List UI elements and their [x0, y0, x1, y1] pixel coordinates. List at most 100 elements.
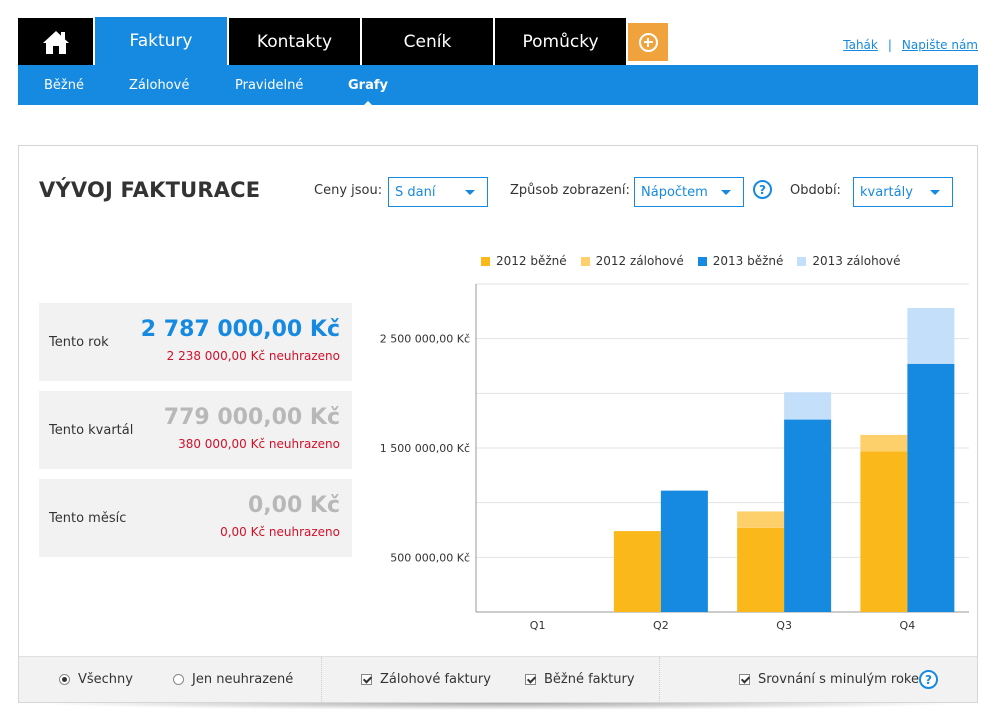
main-nav: Faktury Kontakty Ceník Pomůcky [18, 17, 670, 65]
filter-advance[interactable]: Zálohové faktury [361, 672, 491, 687]
legend-item: 2013 zálohové [797, 254, 901, 268]
contact-link[interactable]: Napište nám [901, 38, 978, 52]
legend-label: 2012 zálohové [595, 254, 684, 268]
plus-circle-icon [638, 32, 658, 52]
radio-unselected[interactable] [173, 674, 184, 685]
filter-all[interactable]: Všechny [59, 672, 133, 687]
divider [321, 657, 322, 703]
stat-year-unpaid: 2 238 000,00 Kč neuhrazeno [166, 349, 340, 363]
home-tab[interactable] [18, 18, 93, 65]
bar [907, 363, 955, 612]
y-tick-label: 2 500 000,00 Kč [380, 333, 470, 346]
x-tick-label: Q2 [653, 619, 669, 632]
legend-swatch [481, 256, 490, 266]
prices-select-value: S daní [395, 184, 436, 200]
period-select[interactable]: kvartály [853, 177, 953, 207]
legend-label: 2012 běžné [496, 254, 567, 268]
bar [660, 490, 708, 612]
checkbox-checked[interactable] [739, 674, 750, 685]
display-label: Způsob zobrazení: [510, 183, 630, 198]
legend-item: 2012 běžné [481, 254, 567, 268]
panel-shadow [30, 703, 970, 710]
stat-month-value: 0,00 Kč [247, 493, 340, 518]
tab-kontakty[interactable]: Kontakty [229, 18, 360, 65]
filter-advance-label: Zálohové faktury [380, 672, 491, 687]
divider [659, 657, 660, 703]
sub-nav: Běžné Zálohové Pravidelné Grafy [18, 65, 978, 107]
tab-cenik-label: Ceník [403, 31, 452, 52]
add-button[interactable] [628, 23, 668, 61]
home-icon [42, 30, 69, 54]
chevron-down-icon [930, 190, 940, 195]
subnav-bezne[interactable]: Běžné [44, 78, 84, 93]
prices-select[interactable]: S daní [388, 177, 488, 207]
legend-label: 2013 běžné [712, 254, 784, 268]
prices-label: Ceny jsou: [314, 183, 383, 198]
stat-year-value: 2 787 000,00 Kč [140, 317, 340, 342]
y-tick-label: 1 500 000,00 Kč [380, 442, 470, 455]
stat-year: Tento rok 2 787 000,00 Kč 2 238 000,00 K… [39, 303, 352, 381]
period-label: Období: [790, 183, 841, 198]
bar [784, 392, 832, 420]
bar [860, 434, 908, 452]
checkbox-checked[interactable] [525, 674, 536, 685]
filter-all-label: Všechny [78, 672, 133, 687]
legend-swatch [580, 256, 590, 266]
bar [784, 419, 832, 612]
filter-bar: Všechny Jen neuhrazené Zálohové faktury … [19, 656, 977, 703]
filter-unpaid[interactable]: Jen neuhrazené [173, 672, 293, 687]
y-tick-label: 500 000,00 Kč [390, 551, 470, 564]
page-title: VÝVOJ FAKTURACE [39, 178, 261, 202]
stat-year-label: Tento rok [49, 335, 109, 350]
tab-kontakty-label: Kontakty [256, 31, 333, 52]
x-tick-label: Q1 [530, 619, 546, 632]
tab-pomucky-label: Pomůcky [522, 31, 599, 52]
stat-month-label: Tento měsíc [49, 511, 127, 526]
filter-unpaid-label: Jen neuhrazené [192, 672, 294, 687]
legend-swatch [697, 256, 707, 266]
tahak-link[interactable]: Tahák [843, 38, 878, 52]
stat-month-unpaid: 0,00 Kč neuhrazeno [220, 525, 340, 539]
bar [737, 511, 785, 528]
subnav-zalohove[interactable]: Zálohové [129, 78, 190, 93]
checkbox-checked[interactable] [361, 674, 372, 685]
chart-legend: 2012 běžné 2012 zálohové 2013 běžné 2013… [481, 254, 901, 268]
display-select[interactable]: Nápočtem [634, 177, 744, 207]
legend-item: 2012 zálohové [580, 254, 684, 268]
subnav-grafy[interactable]: Grafy [348, 78, 388, 107]
x-tick-label: Q4 [900, 619, 916, 632]
tab-pomucky[interactable]: Pomůcky [495, 18, 626, 65]
stat-quarter-label: Tento kvartál [49, 423, 134, 438]
main-panel: VÝVOJ FAKTURACE Ceny jsou: S daní Způsob… [18, 145, 978, 703]
tab-cenik[interactable]: Ceník [362, 18, 493, 65]
help-icon[interactable]: ? [919, 670, 938, 689]
stat-quarter-value: 779 000,00 Kč [163, 405, 340, 430]
chevron-down-icon [721, 190, 731, 195]
legend-item: 2013 běžné [697, 254, 784, 268]
bar [613, 531, 661, 612]
link-separator: | [887, 38, 892, 52]
period-select-value: kvartály [860, 184, 913, 200]
legend-label: 2013 zálohové [812, 254, 901, 268]
tab-faktury[interactable]: Faktury [95, 17, 227, 65]
tab-faktury-label: Faktury [129, 31, 193, 51]
x-tick-label: Q3 [776, 619, 792, 632]
radio-selected[interactable] [59, 674, 70, 685]
chevron-down-icon [465, 190, 475, 195]
display-select-value: Nápočtem [641, 184, 708, 200]
bar [907, 308, 955, 364]
stat-quarter-unpaid: 380 000,00 Kč neuhrazeno [178, 437, 340, 451]
filter-regular-label: Běžné faktury [544, 672, 635, 687]
filter-compare[interactable]: Srovnání s minulým rokem [739, 672, 932, 687]
top-links: Tahák | Napište nám [843, 38, 978, 52]
subnav-pravidelne[interactable]: Pravidelné [235, 78, 304, 93]
stat-quarter: Tento kvartál 779 000,00 Kč 380 000,00 K… [39, 391, 352, 469]
invoice-chart: 500 000,00 Kč 1 500 000,00 Kč 2 500 000,00… [380, 283, 969, 632]
legend-swatch [797, 256, 807, 266]
bar [860, 451, 908, 612]
bar [737, 527, 785, 612]
stat-month: Tento měsíc 0,00 Kč 0,00 Kč neuhrazeno [39, 479, 352, 557]
help-icon[interactable]: ? [753, 180, 772, 199]
filter-regular[interactable]: Běžné faktury [525, 672, 635, 687]
filter-compare-label: Srovnání s minulým rokem [758, 672, 932, 687]
